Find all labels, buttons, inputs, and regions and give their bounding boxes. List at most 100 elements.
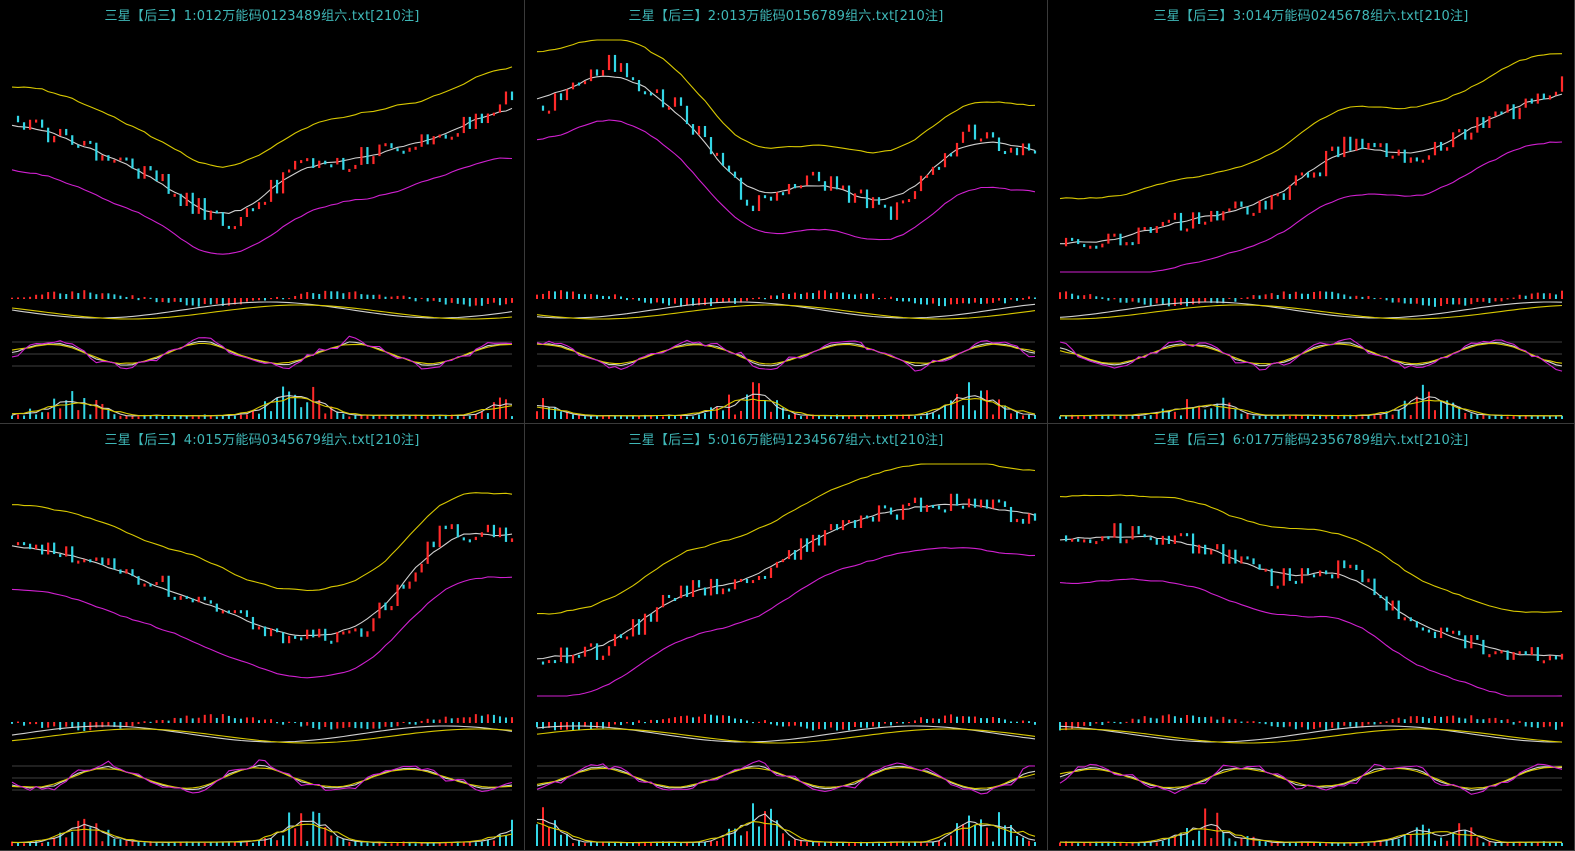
volume-bar	[1095, 415, 1098, 419]
macd-bar	[800, 722, 802, 727]
volume-bar	[944, 405, 946, 419]
candle	[1452, 132, 1455, 148]
macd-bar	[282, 722, 285, 725]
macd-bar	[257, 298, 260, 301]
macd-bar	[1325, 722, 1328, 730]
volume-bar	[300, 813, 303, 846]
volume-bar	[1137, 415, 1140, 419]
macd-bar	[360, 294, 363, 299]
candle	[1512, 652, 1515, 660]
macd-bar	[378, 722, 381, 729]
candle	[1349, 564, 1352, 569]
macd-bar	[1355, 295, 1358, 299]
volume-bar	[1403, 835, 1406, 846]
macd-bar	[956, 716, 958, 723]
volume-bar	[1506, 842, 1509, 846]
candle	[1083, 539, 1086, 543]
volume-bar	[390, 843, 393, 846]
candle	[1234, 201, 1237, 209]
volume-bar	[1409, 833, 1412, 846]
macd-bar	[107, 293, 110, 299]
macd-bar	[119, 295, 122, 299]
candle	[697, 580, 701, 588]
candle	[1506, 104, 1509, 113]
candle	[1312, 574, 1316, 578]
macd-bar	[722, 298, 724, 303]
chart-panel-1[interactable]: 三星【后三】1:012万能码0123489组六.txt[210注]	[0, 0, 525, 424]
chart-panel-2[interactable]: 三星【后三】2:013万能码0156789组六.txt[210注]	[525, 0, 1048, 424]
volume-bar	[1089, 415, 1092, 419]
chart-panel-6[interactable]: 三星【后三】6:017万能码2356789组六.txt[210注]	[1048, 424, 1575, 851]
macd-bar	[710, 714, 712, 723]
candle	[402, 150, 405, 154]
volume-bar	[1542, 841, 1545, 846]
candle	[955, 142, 959, 157]
volume-bar	[1536, 415, 1539, 419]
candle	[1119, 233, 1122, 246]
volume-bar	[1325, 843, 1328, 846]
volume-bar	[1083, 415, 1086, 419]
volume-bar	[348, 416, 351, 419]
volume-bar	[536, 824, 538, 846]
macd-bar	[1167, 298, 1170, 307]
chart-panel-5[interactable]: 三星【后三】5:016万能码1234567组六.txt[210注]	[525, 424, 1048, 851]
macd-bar	[47, 722, 50, 728]
volume-bar	[1548, 842, 1551, 846]
macd-bar	[968, 298, 970, 304]
volume-bar	[366, 415, 369, 419]
volume-bar	[288, 391, 291, 419]
macd-bar	[956, 298, 958, 305]
macd-bar	[1101, 722, 1104, 725]
macd-bar	[782, 293, 784, 299]
candle	[823, 530, 827, 546]
volume-bar	[1222, 397, 1225, 419]
volume-bar	[203, 414, 206, 419]
candle	[907, 199, 911, 203]
candle	[1222, 211, 1225, 221]
volume-bar	[1542, 416, 1545, 419]
candle	[607, 646, 611, 656]
macd-bar	[962, 716, 964, 723]
candle	[185, 595, 188, 599]
d-line	[11, 342, 513, 365]
candle	[799, 538, 803, 560]
macd-bar	[11, 722, 13, 724]
macd-bar	[1089, 722, 1092, 726]
macd-bar	[1397, 298, 1400, 303]
macd-bar	[1282, 291, 1285, 299]
volume-bar	[812, 841, 814, 846]
volume-bar	[1482, 842, 1485, 846]
candle	[703, 587, 707, 596]
candle	[1246, 206, 1249, 215]
macd-bar	[77, 722, 80, 731]
candle	[41, 119, 44, 128]
candle	[288, 169, 291, 173]
candle	[907, 502, 911, 506]
volume-bar	[161, 415, 164, 419]
volume-bar	[191, 842, 194, 846]
macd-bar	[926, 298, 928, 305]
volume-bar	[1403, 400, 1406, 419]
volume-bar	[1331, 842, 1334, 846]
macd-bar	[1294, 722, 1297, 730]
macd-bar	[602, 295, 604, 299]
volume-bar	[1228, 838, 1231, 846]
candle	[745, 199, 749, 206]
volume-bar	[662, 416, 664, 419]
candle	[414, 146, 417, 150]
macd-bar	[710, 298, 712, 307]
volume-bar	[450, 842, 453, 846]
candle	[547, 110, 551, 114]
macd-bar	[456, 298, 459, 304]
volume-bar	[932, 841, 934, 846]
candle	[71, 546, 74, 563]
candle	[781, 559, 785, 563]
chart-panel-3[interactable]: 三星【后三】3:014万能码0245678组六.txt[210注]	[1048, 0, 1575, 424]
candle	[1077, 538, 1080, 542]
chart-panel-4[interactable]: 三星【后三】4:015万能码0345679组六.txt[210注]	[0, 424, 525, 851]
kdj-chart	[1059, 338, 1563, 372]
candle	[510, 91, 514, 101]
candle	[185, 192, 188, 207]
volume-bar	[185, 841, 188, 846]
macd-bar	[692, 717, 694, 723]
